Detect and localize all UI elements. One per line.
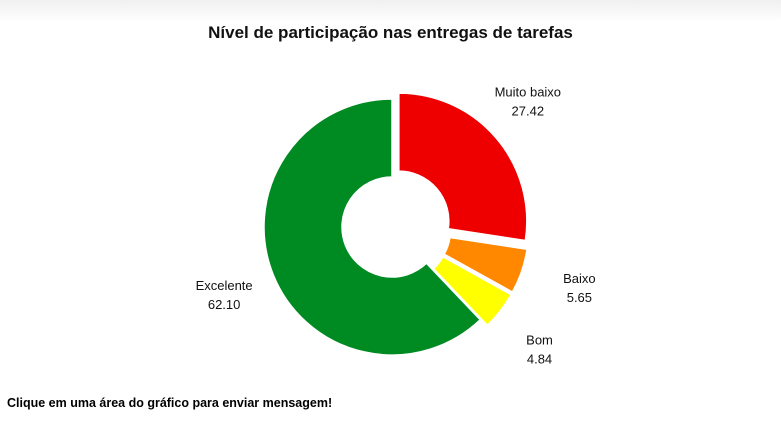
slice-value-excelente: 62.10 — [208, 297, 241, 312]
slice-value-muito-baixo: 27.42 — [512, 103, 545, 118]
slice-label-excelente: Excelente — [196, 278, 253, 293]
slice-label-baixo: Baixo — [563, 271, 596, 286]
slice-label-bom: Bom — [526, 333, 553, 348]
slice-value-baixo: 5.65 — [567, 290, 592, 305]
slice-muito-baixo[interactable] — [398, 92, 528, 242]
slice-label-muito-baixo: Muito baixo — [495, 84, 561, 99]
click-instruction: Clique em uma área do gráfico para envia… — [7, 396, 333, 410]
slice-bom[interactable] — [432, 255, 513, 327]
chart-title: Nível de participação nas entregas de ta… — [208, 23, 573, 42]
top-shade — [0, 0, 781, 22]
slice-value-bom: 4.84 — [527, 352, 552, 367]
slice-excelente[interactable] — [263, 98, 482, 356]
slice-baixo[interactable] — [443, 236, 528, 294]
